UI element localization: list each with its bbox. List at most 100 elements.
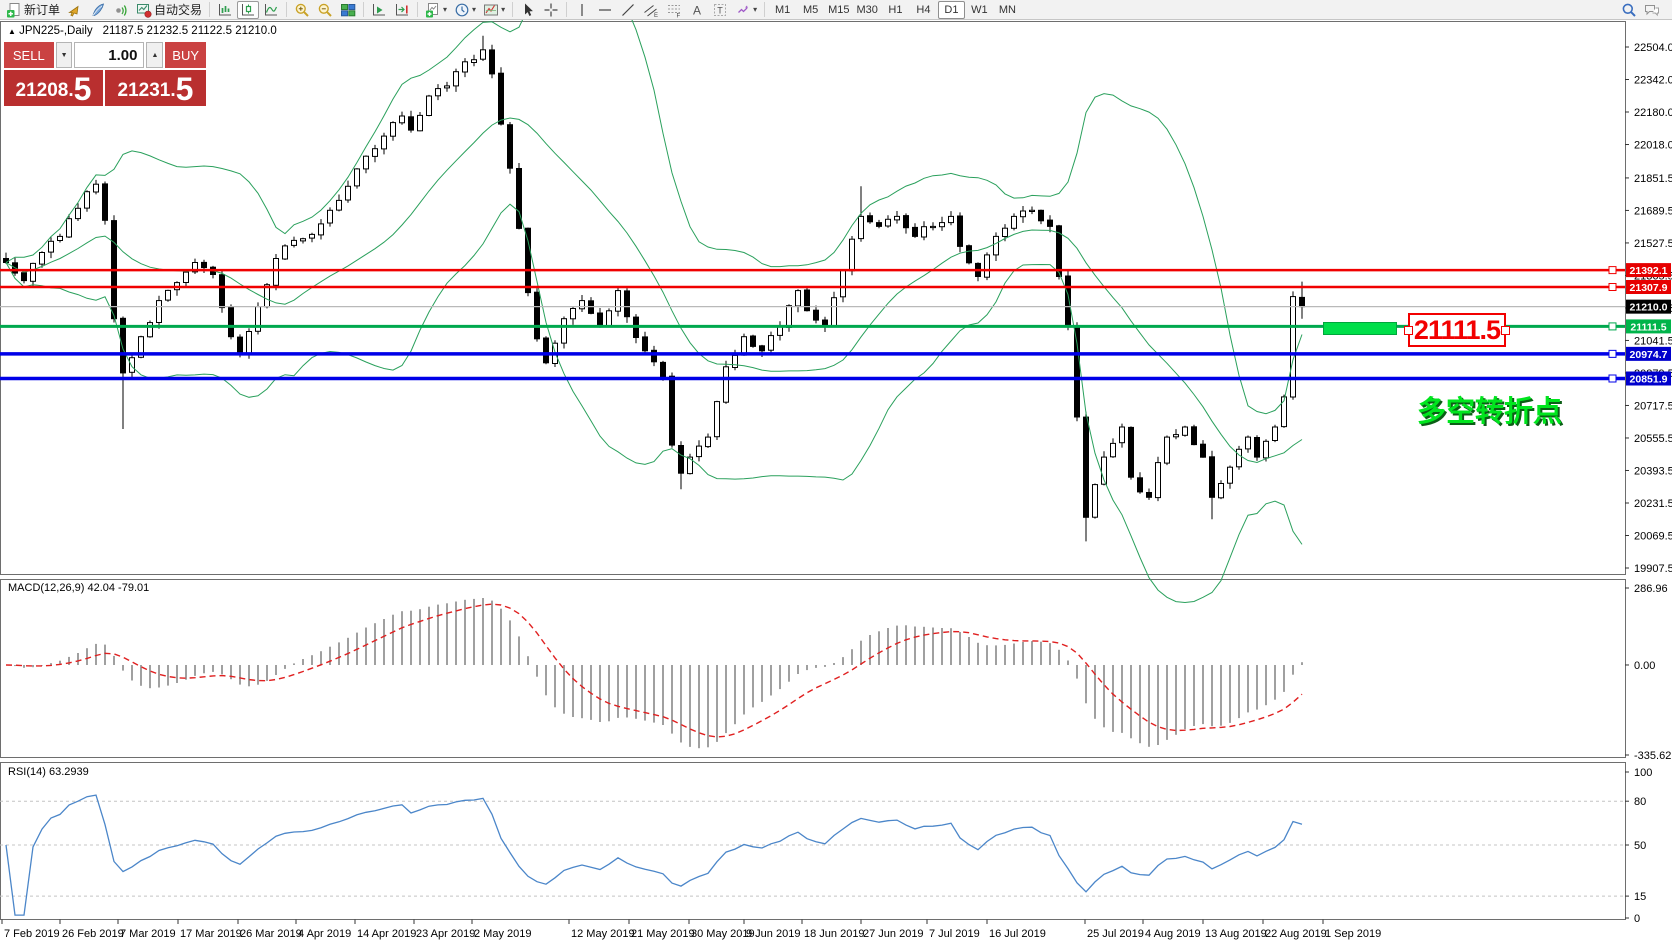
search-icon <box>1621 2 1637 18</box>
bar-chart-button[interactable] <box>214 1 236 19</box>
svg-text:0.00: 0.00 <box>1634 660 1655 672</box>
svg-text:7 Feb 2019: 7 Feb 2019 <box>4 928 60 940</box>
buy-button[interactable]: BUY <box>165 42 206 68</box>
buy-price[interactable]: 21231 . 5 <box>105 70 206 106</box>
svg-text:21392.1: 21392.1 <box>1630 265 1668 277</box>
broadcast-icon <box>113 2 129 18</box>
svg-text:21210.0: 21210.0 <box>1630 302 1668 314</box>
svg-text:T: T <box>717 5 723 15</box>
price-chip: 21111.5 <box>1626 319 1671 334</box>
zoom-in-icon <box>294 2 310 18</box>
sell-button[interactable]: SELL <box>4 42 54 68</box>
svg-text:19907.5: 19907.5 <box>1634 563 1672 575</box>
templates-dropdown[interactable]: ▾ <box>480 1 508 19</box>
chat-button[interactable] <box>1641 1 1663 19</box>
timeframe-h1[interactable]: H1 <box>888 3 903 16</box>
level-line-handle[interactable] <box>1608 374 1617 383</box>
tile-windows-button[interactable] <box>337 1 359 19</box>
sell-price-main: 21208 <box>15 80 69 101</box>
svg-text:22018.0: 22018.0 <box>1634 140 1672 152</box>
box-handle[interactable] <box>1501 326 1510 335</box>
autotrading-button[interactable]: 自动交易 <box>133 1 205 19</box>
timeframe-m15[interactable]: M15 <box>828 3 850 16</box>
volume-increase-button[interactable]: ▲ <box>146 42 164 68</box>
svg-text:21689.5: 21689.5 <box>1634 205 1672 217</box>
svg-text:13 Aug 2019: 13 Aug 2019 <box>1205 928 1267 940</box>
level-line-handle[interactable] <box>1608 283 1617 292</box>
timeframe-m1[interactable]: M1 <box>774 3 791 16</box>
zoom-in-button[interactable] <box>291 1 313 19</box>
arrows-icon <box>735 2 751 18</box>
svg-text:17 Mar 2019: 17 Mar 2019 <box>180 928 242 940</box>
svg-text:21527.5: 21527.5 <box>1634 238 1672 250</box>
macd-histogram <box>14 598 1303 749</box>
volume-input[interactable] <box>74 42 145 68</box>
periods-dropdown[interactable]: ▾ <box>451 1 479 19</box>
timeframe-d1[interactable]: D1 <box>937 0 965 19</box>
crosshair-tool-button[interactable] <box>540 1 562 19</box>
toolbar-separator <box>363 2 365 17</box>
sell-price[interactable]: 21208 . 5 <box>4 70 103 106</box>
vertical-line-tool[interactable] <box>571 1 593 19</box>
svg-text:18 Jun 2019: 18 Jun 2019 <box>804 928 865 940</box>
timeframe-w1[interactable]: W1 <box>971 3 988 16</box>
svg-text:15: 15 <box>1634 891 1646 903</box>
horizontal-line-icon <box>597 2 613 18</box>
candlestick-chart-button[interactable] <box>237 0 260 19</box>
zoom-out-button[interactable] <box>314 1 336 19</box>
megaphone-button[interactable] <box>64 1 86 19</box>
arrows-dropdown[interactable]: ▾ <box>732 1 760 19</box>
chevron-down-icon: ▾ <box>753 4 758 14</box>
indicators-dropdown[interactable]: ▾ <box>422 1 450 19</box>
trendline-tool[interactable] <box>617 1 639 19</box>
new-order-button[interactable]: 新订单 <box>3 1 63 19</box>
turning-point-label[interactable]: 多空转折点 <box>1417 396 1563 428</box>
line-chart-button[interactable] <box>260 1 282 19</box>
bar-chart-icon <box>217 2 233 18</box>
clock-icon <box>454 2 470 18</box>
svg-text:7 Jul 2019: 7 Jul 2019 <box>929 928 980 940</box>
toolbar: 新订单 自动交易 <box>0 0 1672 20</box>
volume-decrease-button[interactable]: ▼ <box>55 42 73 68</box>
svg-text:80: 80 <box>1634 796 1646 808</box>
macd-signal-line <box>5 603 1303 738</box>
timeframe-mn[interactable]: MN <box>998 3 1016 16</box>
svg-text:21 May 2019: 21 May 2019 <box>631 928 695 940</box>
fibonacci-tool[interactable]: F <box>663 1 685 19</box>
svg-text:20851.9: 20851.9 <box>1630 374 1668 386</box>
price-chip: 21392.1 <box>1626 263 1671 278</box>
svg-text:21307.9: 21307.9 <box>1630 282 1668 294</box>
collapse-arrow-icon[interactable]: ▲ <box>8 27 16 36</box>
new-order-icon <box>6 2 22 18</box>
toolbar-separator <box>417 2 419 17</box>
chart-shift-button[interactable] <box>391 1 413 19</box>
level-line-handle[interactable] <box>1608 322 1617 331</box>
level-line-handle[interactable] <box>1608 349 1617 358</box>
svg-text:1 Sep 2019: 1 Sep 2019 <box>1325 928 1381 940</box>
metaeditor-button[interactable] <box>87 1 109 19</box>
timeframe-m30[interactable]: M30 <box>856 3 878 16</box>
rsi-line <box>5 794 1303 916</box>
equidistant-channel-tool[interactable]: E <box>640 1 662 19</box>
text-label-tool[interactable]: T <box>709 1 731 19</box>
svg-text:22 Aug 2019: 22 Aug 2019 <box>1265 928 1327 940</box>
highlight-bar[interactable] <box>1323 322 1397 335</box>
price-chip: 21307.9 <box>1626 280 1671 295</box>
search-button[interactable] <box>1618 1 1640 19</box>
level-line-handle[interactable] <box>1608 266 1617 275</box>
auto-scroll-button[interactable] <box>368 1 390 19</box>
channel-icon: E <box>643 2 659 18</box>
broadcast-button[interactable] <box>110 1 132 19</box>
fibonacci-icon: F <box>666 2 682 18</box>
text-tool[interactable]: A <box>686 1 708 19</box>
horizontal-line-tool[interactable] <box>594 1 616 19</box>
svg-text:25 Jul 2019: 25 Jul 2019 <box>1087 928 1144 940</box>
timeframe-h4[interactable]: H4 <box>916 3 931 16</box>
timeframe-m5[interactable]: M5 <box>802 3 819 16</box>
box-handle[interactable] <box>1404 326 1413 335</box>
level-annotation-box[interactable]: 21111.5 <box>1404 313 1510 347</box>
buy-price-main: 21231 <box>117 80 171 101</box>
svg-text:20974.7: 20974.7 <box>1630 349 1668 361</box>
cursor-tool-button[interactable] <box>517 1 539 19</box>
